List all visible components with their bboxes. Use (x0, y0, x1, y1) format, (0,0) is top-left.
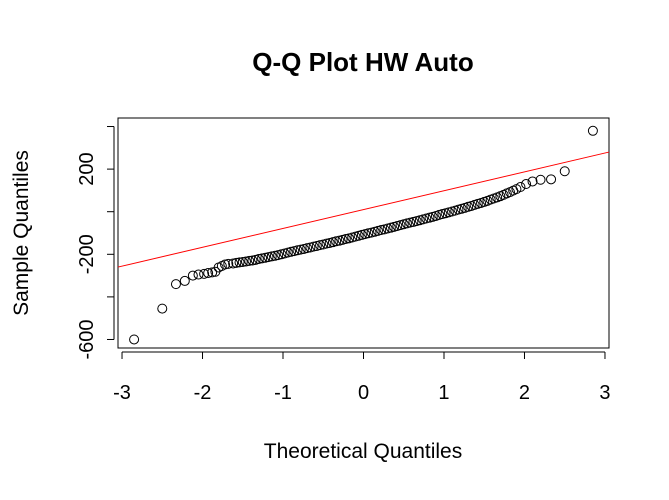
data-point (527, 176, 538, 187)
data-point (203, 268, 214, 279)
data-point (331, 236, 342, 247)
x-tick-label: 3 (599, 382, 610, 404)
data-point (179, 275, 190, 286)
data-point (237, 256, 248, 267)
data-point (376, 225, 387, 236)
data-point (234, 257, 245, 268)
y-tick-label: 200 (76, 152, 98, 185)
data-point (257, 253, 268, 264)
data-point (295, 244, 306, 255)
qq-reference-line (117, 151, 610, 268)
y-axis-label: Sample Quantiles (10, 150, 33, 316)
y-tick-label: -600 (76, 319, 98, 359)
data-point (515, 182, 526, 192)
data-point (129, 334, 140, 345)
x-axis: -3 -2 -1 0 1 2 3 (113, 351, 611, 404)
x-tick-label: -2 (194, 382, 212, 404)
x-tick-label: -3 (113, 382, 131, 404)
data-point (521, 179, 532, 190)
plot-frame (117, 117, 610, 349)
data-point (207, 267, 218, 278)
data-point (253, 253, 264, 264)
x-tick-label: 2 (519, 382, 530, 404)
data-point (292, 245, 303, 256)
y-axis: -600 -200 200 (76, 126, 115, 359)
data-point (199, 268, 210, 279)
data-point (244, 255, 255, 266)
data-point (223, 258, 234, 269)
data-point (559, 166, 570, 177)
data-point (228, 258, 239, 269)
data-point (587, 125, 598, 136)
data-point (266, 251, 277, 262)
x-tick-label: -1 (274, 382, 292, 404)
data-point (231, 257, 242, 268)
data-point (308, 241, 319, 252)
data-point (286, 246, 297, 257)
chart-title: Q-Q Plot HW Auto (252, 47, 473, 77)
x-tick-label: 1 (438, 382, 449, 404)
data-point (263, 252, 274, 263)
points-layer (129, 125, 598, 345)
data-point (260, 252, 271, 263)
data-point (187, 270, 198, 281)
reference-line-layer (117, 151, 610, 268)
data-point (269, 250, 280, 261)
x-axis-label: Theoretical Quantiles (264, 440, 462, 463)
data-point (340, 233, 351, 244)
data-point (240, 256, 251, 267)
data-point (546, 174, 557, 185)
data-point (302, 243, 313, 254)
data-point (321, 238, 332, 249)
data-point (193, 269, 204, 280)
data-point (220, 259, 231, 270)
x-tick-label: 0 (358, 382, 369, 404)
data-point (157, 303, 168, 314)
data-point (363, 228, 374, 239)
data-point (405, 217, 416, 228)
data-point (535, 174, 546, 185)
data-point (247, 255, 258, 266)
data-point (170, 279, 181, 290)
y-tick-label: -200 (76, 234, 98, 274)
data-point (315, 240, 326, 251)
